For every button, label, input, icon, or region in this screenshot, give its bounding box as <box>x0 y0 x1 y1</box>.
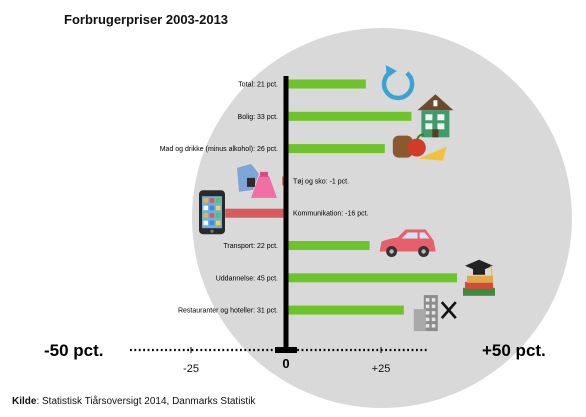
x-tick-label: 0 <box>282 356 289 371</box>
category-label: Tøj og sko: -1 pct. <box>293 178 349 185</box>
x-axis-end-label: +50 pct. <box>482 341 546 360</box>
clothes-icon <box>237 163 277 198</box>
restaurant-icon <box>413 295 457 332</box>
graduation-icon <box>463 259 495 296</box>
chart-title: Forbrugerpriser 2003-2013 <box>64 12 228 27</box>
bar <box>286 144 385 154</box>
bar <box>225 208 286 218</box>
category-label: Mad og drikke (minus alkohol): 26 pct. <box>160 146 278 153</box>
source-label: Kilde <box>12 396 37 407</box>
smartphone-icon <box>199 190 225 235</box>
category-label: Restauranter og hoteller: 31 pct. <box>178 308 278 315</box>
source-note: Kilde: Statistisk Tiårsoversigt 2014, Da… <box>12 396 255 407</box>
bar <box>286 79 366 89</box>
house-icon <box>417 94 454 138</box>
bar <box>286 305 404 315</box>
axis-origin-marker <box>275 347 297 353</box>
bar <box>286 273 457 283</box>
category-label: Total: 21 pct. <box>238 82 278 89</box>
refresh-icon <box>381 65 415 101</box>
x-axis-end-label: -50 pct. <box>44 341 104 360</box>
category-label: Kommunikation: -16 pct. <box>293 211 369 218</box>
category-label: Transport: 22 pct. <box>223 243 278 250</box>
category-label: Bolig: 33 pct. <box>238 114 279 121</box>
category-label: Uddannelse: 45 pct. <box>216 275 278 282</box>
x-tick-label: +25 <box>372 363 391 375</box>
source-text: : Statistisk Tiårsoversigt 2014, Danmark… <box>36 396 256 407</box>
bar <box>286 111 412 121</box>
bar <box>286 241 370 250</box>
car-icon <box>379 229 436 257</box>
x-tick-label: -25 <box>183 363 199 375</box>
food-icon <box>392 133 447 161</box>
